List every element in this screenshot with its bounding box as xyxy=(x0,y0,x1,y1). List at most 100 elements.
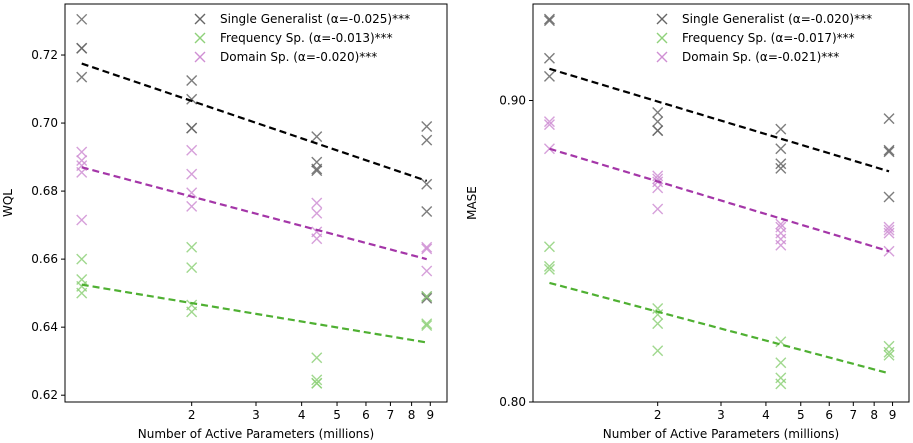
x-tick-label: 8 xyxy=(870,408,878,422)
fit-line-single xyxy=(549,67,890,173)
data-point xyxy=(883,227,895,239)
legend-label-frequency: Frequency Sp. (α=-0.017)*** xyxy=(682,31,855,45)
x-axis-label: Number of Active Parameters (millions) xyxy=(138,427,374,441)
data-point xyxy=(543,263,555,275)
data-point xyxy=(311,377,323,389)
data-point xyxy=(76,71,88,83)
legend-marker-frequency xyxy=(656,32,668,44)
legend-label-domain: Domain Sp. (α=-0.020)*** xyxy=(220,50,377,64)
data-point xyxy=(543,52,555,64)
data-point xyxy=(543,119,555,131)
data-point xyxy=(775,162,787,174)
data-point xyxy=(186,93,198,105)
data-point xyxy=(883,113,895,125)
y-tick-label: 0.62 xyxy=(31,388,58,402)
data-point xyxy=(543,260,555,272)
x-tick-label: 6 xyxy=(362,408,370,422)
data-point xyxy=(421,265,433,277)
data-point xyxy=(421,134,433,146)
data-point xyxy=(652,182,664,194)
data-point xyxy=(186,306,198,318)
y-tick-label: 0.66 xyxy=(31,252,58,266)
x-tick-label: 4 xyxy=(762,408,770,422)
data-point xyxy=(883,191,895,203)
data-point xyxy=(883,224,895,236)
y-axis-label: WQL xyxy=(1,189,15,217)
x-tick-label: 9 xyxy=(889,408,897,422)
fit-line-domain xyxy=(81,166,428,261)
y-tick-label: 0.64 xyxy=(31,320,58,334)
data-point xyxy=(421,291,433,303)
legend-label-single: Single Generalist (α=-0.025)*** xyxy=(220,12,410,26)
data-point xyxy=(652,125,664,137)
data-point xyxy=(76,42,88,54)
data-point xyxy=(883,346,895,358)
data-point xyxy=(186,200,198,212)
mase-panel: 2 3 4 5 6 7 8 9 Number of Active Parameters (mil… xyxy=(465,3,910,441)
data-point xyxy=(775,143,787,155)
data-point xyxy=(76,154,88,166)
wql-panel: 2 3 4 5 6 7 8 9 Number of Active Parameters (mil… xyxy=(1,3,448,441)
data-point xyxy=(652,309,664,321)
data-point xyxy=(76,146,88,158)
x-tick-label: 4 xyxy=(298,408,306,422)
data-point xyxy=(421,241,433,253)
data-point xyxy=(311,197,323,209)
data-point xyxy=(775,218,787,230)
data-point xyxy=(421,318,433,330)
data-point xyxy=(421,120,433,132)
data-point xyxy=(883,349,895,361)
y-tick-label: 0.68 xyxy=(31,184,58,198)
data-point xyxy=(775,123,787,135)
legend-label-domain: Domain Sp. (α=-0.021)*** xyxy=(682,50,839,64)
data-point xyxy=(311,165,323,177)
data-point xyxy=(311,233,323,245)
y-tick-label: 0.90 xyxy=(499,93,526,107)
y-tick-label: 0.70 xyxy=(31,116,58,130)
data-point xyxy=(775,378,787,390)
data-point xyxy=(652,345,664,357)
data-point xyxy=(775,158,787,170)
x-tick-label: 3 xyxy=(717,408,725,422)
data-point xyxy=(186,122,198,134)
x-tick-label: 8 xyxy=(408,408,416,422)
legend-marker-frequency xyxy=(194,32,206,44)
x-tick-label: 3 xyxy=(252,408,260,422)
data-point xyxy=(311,207,323,219)
x-tick-label: 5 xyxy=(797,408,805,422)
x-axis-label: Number of Active Parameters (millions) xyxy=(603,427,839,441)
legend-marker-single xyxy=(194,13,206,25)
data-point xyxy=(652,318,664,330)
data-point xyxy=(421,243,433,255)
data-point xyxy=(543,143,555,155)
data-point xyxy=(311,163,323,175)
x-tick-label: 9 xyxy=(426,408,434,422)
data-point xyxy=(421,206,433,217)
y-tick-label: 0.80 xyxy=(499,395,526,409)
data-point xyxy=(883,144,895,156)
legend-marker-domain xyxy=(656,51,668,63)
legend-marker-domain xyxy=(194,51,206,63)
data-point xyxy=(652,203,664,215)
fit-line-frequency xyxy=(549,281,890,375)
data-point xyxy=(186,75,198,87)
x-tick-label: 7 xyxy=(849,408,857,422)
data-point xyxy=(76,13,88,25)
x-tick-label: 6 xyxy=(825,408,833,422)
data-point xyxy=(543,241,555,253)
data-point xyxy=(186,168,198,180)
x-tick-label: 2 xyxy=(188,408,196,422)
y-tick-label: 0.72 xyxy=(31,48,58,62)
legend-marker-single xyxy=(656,13,668,25)
data-point xyxy=(421,319,433,331)
data-point xyxy=(543,116,555,128)
data-point xyxy=(543,13,555,25)
data-point xyxy=(775,239,787,251)
x-tick-label: 2 xyxy=(654,408,662,422)
data-point xyxy=(543,15,555,27)
y-axis-label: MASE xyxy=(465,186,479,220)
data-point xyxy=(775,357,787,369)
data-point xyxy=(76,287,88,299)
fit-line-single xyxy=(81,62,428,182)
x-tick-label: 7 xyxy=(387,408,395,422)
